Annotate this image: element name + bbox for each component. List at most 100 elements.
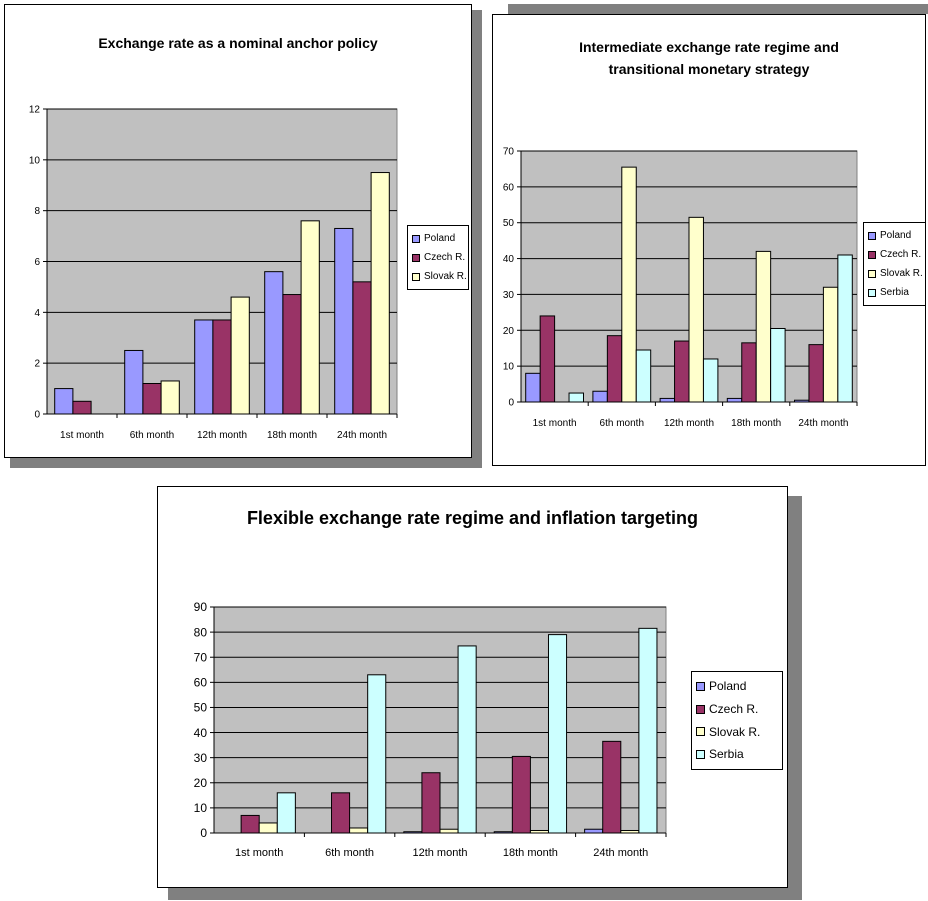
chart2-y-tick-label: 70 (503, 147, 515, 158)
chart2-legend-item-serbia: Serbia (868, 283, 921, 302)
chart3-legend-item-poland: Poland (696, 675, 778, 698)
chart1-bar-czech-r-12th-month (212, 319, 232, 415)
chart1-legend-swatch-poland (412, 234, 420, 243)
chart1-bar-czech-r-1st-month (72, 400, 92, 415)
chart2-y-tick-label: 20 (503, 326, 515, 337)
chart2-legend-label-czech-r: Czech R. (880, 249, 922, 260)
chart3-y-tick-label: 40 (194, 726, 208, 740)
chart3-bar-poland-18th-month (493, 831, 513, 834)
chart3-bar-poland-24th-month (584, 828, 604, 834)
chart2-legend-label-slovak-r: Slovak R. (880, 268, 923, 279)
chart1-y-tick-label: 10 (29, 155, 41, 166)
chart3-x-tick-label: 18th month (503, 847, 558, 859)
chart3-y-tick-label: 10 (194, 801, 208, 815)
chart3-x-tick-label: 6th month (325, 847, 374, 859)
chart2-bar-slovak-r-18th-month (755, 250, 772, 403)
chart3-x-tick-label: 24th month (593, 847, 648, 859)
chart2-y-tick-label: 30 (503, 290, 515, 301)
chart2-legend: Poland Czech R. Slovak R. Serbia (863, 222, 926, 306)
chart1-legend-swatch-czech-r (412, 253, 420, 262)
chart2-bar-serbia-6th-month (635, 349, 652, 403)
chart3-legend-swatch-czech-r (696, 704, 705, 714)
chart1-legend-label-poland: Poland (424, 233, 456, 244)
chart2-bar-poland-6th-month (592, 390, 608, 403)
chart2-y-tick-label: 50 (503, 218, 515, 229)
chart3-y-tick-label: 80 (194, 625, 208, 639)
chart1-legend-item-poland: Poland (412, 229, 464, 248)
chart3-bar-poland-12th-month (403, 831, 423, 834)
chart2-legend-swatch-slovak-r (868, 269, 876, 278)
chart1-y-tick-label: 6 (34, 257, 40, 268)
chart2-bar-czech-r-18th-month (741, 342, 757, 403)
chart2-bar-serbia-18th-month (770, 327, 786, 403)
chart1-panel: Exchange rate as a nominal anchor policy… (4, 4, 472, 458)
chart2-x-tick-label: 24th month (798, 418, 848, 429)
chart1-bar-poland-18th-month (264, 271, 284, 415)
chart3-legend-swatch-slovak-r (696, 727, 705, 737)
chart1-x-tick-label: 1st month (60, 430, 104, 441)
chart3-x-tick-label: 12th month (412, 847, 467, 859)
chart1-title: Exchange rate as a nominal anchor policy (98, 35, 378, 51)
chart2-bar-poland-12th-month (659, 397, 676, 403)
chart3-bar-slovak-r-18th-month (529, 829, 549, 834)
chart3-legend-item-serbia: Serbia (696, 743, 778, 766)
chart2-legend-label-serbia: Serbia (880, 287, 909, 298)
chart1-bar-poland-24th-month (334, 227, 354, 415)
chart1-plot: 0 2 4 6 8 10 12 1st month 6th month 12th month 18t… (29, 105, 398, 441)
chart3-legend-item-czech-r: Czech R. (696, 698, 778, 721)
chart2-x-tick-label: 6th month (600, 418, 644, 429)
chart3-y-tick-label: 30 (194, 751, 208, 765)
chart2-bar-slovak-r-24th-month (822, 286, 839, 403)
chart1-y-tick-label: 0 (34, 410, 40, 421)
chart1-bar-czech-r-6th-month (142, 383, 162, 415)
chart2-legend-swatch-serbia (868, 288, 876, 297)
chart3-title: Flexible exchange rate regime and inflat… (246, 508, 699, 528)
chart2-bar-serbia-12th-month (702, 358, 719, 403)
chart2-y-tick-label: 10 (503, 362, 515, 373)
chart3-plot: 0 10 20 30 40 50 60 70 80 90 1st month 6th month 12t… (194, 600, 667, 859)
chart1-y-tick-label: 8 (34, 206, 40, 217)
chart3-bar-serbia-12th-month (457, 645, 477, 834)
chart1-bar-czech-r-18th-month (282, 294, 302, 415)
chart2-x-tick-label: 18th month (731, 418, 781, 429)
chart3-x-tick-label: 1st month (235, 847, 283, 859)
chart2-y-tick-label: 40 (503, 254, 515, 265)
chart3-legend-label-slovak-r: Slovak R. (709, 724, 761, 739)
chart1-y-tick-label: 12 (29, 105, 41, 116)
chart1-y-tick-label: 4 (34, 308, 40, 319)
chart3-bar-czech-r-12th-month (421, 772, 441, 834)
chart3-bar-slovak-r-1st-month (258, 822, 278, 834)
chart1-legend: Poland Czech R. Slovak R. (407, 225, 469, 290)
chart2-legend-label-poland: Poland (880, 230, 912, 241)
chart3-y-tick-label: 0 (200, 826, 207, 840)
chart2-bar-serbia-1st-month (568, 392, 584, 403)
chart3-y-tick-label: 50 (194, 701, 208, 715)
chart2-legend-item-poland: Poland (868, 226, 921, 245)
chart3-y-tick-label: 20 (194, 776, 208, 790)
chart1-bar-poland-1st-month (54, 388, 74, 415)
chart2-y-tick-label: 60 (503, 182, 515, 193)
chart2-x-tick-label: 12th month (664, 418, 714, 429)
chart3-bar-czech-r-24th-month (602, 740, 622, 834)
chart2-bar-poland-18th-month (726, 397, 743, 403)
chart1-bar-slovak-r-6th-month (160, 380, 180, 415)
chart1-bar-czech-r-24th-month (352, 281, 372, 415)
chart2-shadow (508, 4, 928, 14)
chart1-legend-item-slovak-r: Slovak R. (412, 267, 467, 286)
chart3-legend-swatch-serbia (696, 750, 705, 760)
chart1-x-tick-label: 12th month (197, 430, 247, 441)
chart1-y-tick-label: 2 (34, 359, 40, 370)
chart2-bar-czech-r-24th-month (808, 344, 824, 403)
chart2-y-tick-label: 0 (508, 398, 514, 409)
chart2-title: Intermediate exchange rate regime and tr… (579, 39, 839, 77)
chart2-bar-slovak-r-12th-month (688, 216, 704, 403)
chart2-bar-serbia-24th-month (837, 254, 853, 403)
chart3-legend-label-poland: Poland (709, 679, 747, 693)
chart3-bar-slovak-r-12th-month (439, 828, 459, 834)
chart3-y-tick-label: 90 (194, 600, 208, 614)
chart2-bar-czech-r-12th-month (674, 340, 690, 403)
chart3-bar-serbia-1st-month (276, 792, 296, 834)
chart1-bar-slovak-r-12th-month (230, 296, 250, 415)
chart3-legend-item-slovak-r: Slovak R. (696, 721, 778, 744)
chart3-y-tick-label: 60 (194, 676, 208, 690)
